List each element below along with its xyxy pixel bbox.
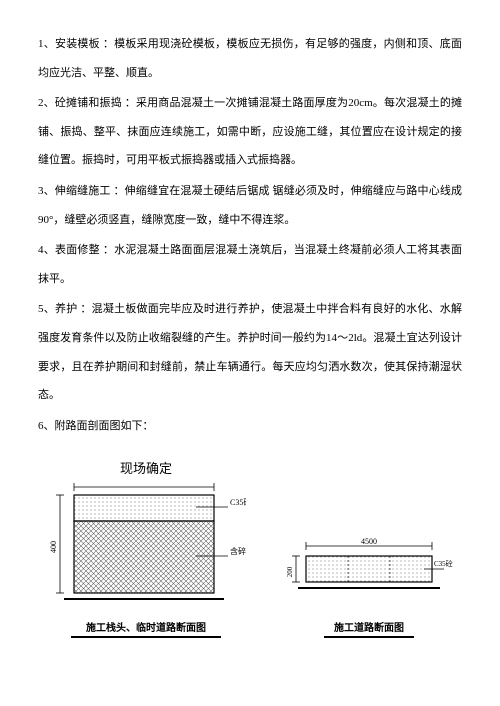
diagram-left-side-label: 400 (49, 541, 58, 553)
diagram-left-svg: 400 C35砼 含碎砂 (46, 481, 246, 611)
diagram-right-c35-label: C35砼 (434, 559, 453, 568)
diagram-right-underline (324, 636, 414, 638)
diagram-left-top-label: 现场确定 (120, 458, 172, 477)
paragraph-1: 1、安装模板 ：模板采用现浇砼模板，模板应无损伤，有足够的强度，内侧和顶、底面均… (38, 30, 462, 87)
diagram-right-top-dim: 4500 (361, 537, 377, 546)
paragraph-6: 6、附路面剖面图如下： (38, 412, 462, 441)
diagram-right-svg: 4500 200 C35砼 (284, 536, 454, 611)
diagram-left-c35-label: C35砼 (230, 497, 246, 507)
paragraph-2: 2、砼摊铺和振捣 ：采用商品混凝土一次摊铺混凝土路面厚度为20cm。每次混凝土的… (38, 89, 462, 175)
paragraph-5: 5、养护 ：混凝土板做面完毕应及时进行养护，使混凝土中拌合料有良好的水化、水解强… (38, 295, 462, 409)
diagram-left: 现场确定 400 (46, 458, 246, 638)
diagram-left-mid-label: 含碎砂 (230, 546, 246, 556)
paragraph-3: 3、伸缩缝施工 ：伸缩缝宜在混凝土硬结后锯成 锯缝必须及时，伸缩缝应与路中心线成… (38, 177, 462, 234)
diagram-right-side-label: 200 (286, 567, 294, 578)
diagrams-container: 现场确定 400 (38, 458, 462, 638)
paragraph-4: 4、表面修整 ：水泥混凝土路面面层混凝土浇筑后，当混凝土终凝前必须人工将其表面抹… (38, 236, 462, 293)
diagram-right-caption: 施工道路断面图 (334, 619, 404, 634)
diagram-left-underline (71, 636, 221, 638)
diagram-right: 4500 200 C35砼 施工道路断面图 (284, 536, 454, 638)
diagram-left-caption: 施工栈头、临时道路断面图 (86, 619, 206, 634)
